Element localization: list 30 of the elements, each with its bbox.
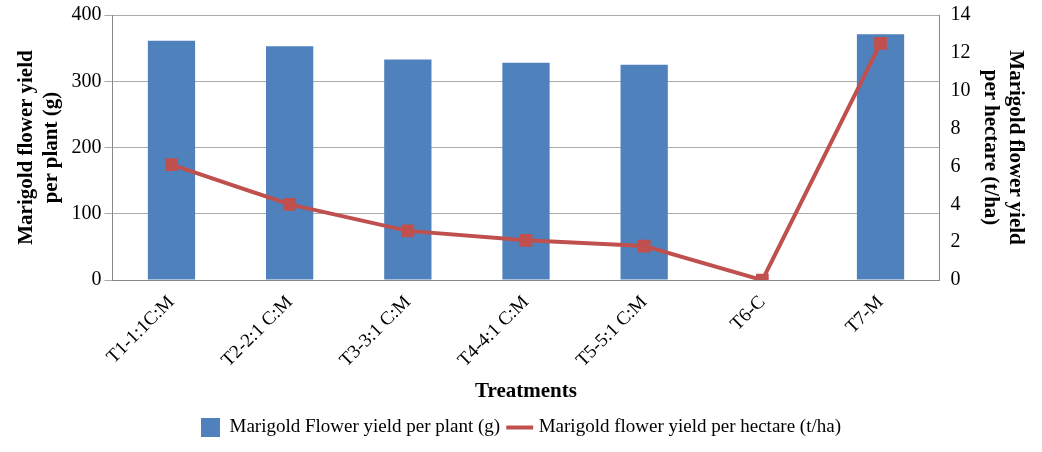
y2-tick-label: 14 — [950, 2, 971, 25]
bar — [384, 59, 432, 280]
y2-tick-label: 10 — [950, 78, 971, 100]
x-axis-title: Treatments — [475, 377, 577, 402]
point — [283, 198, 297, 211]
point — [519, 233, 533, 247]
y-tick-label: 300 — [71, 68, 102, 91]
y2-tick-label: 0 — [950, 267, 961, 290]
bar — [147, 40, 196, 280]
bar — [620, 64, 668, 280]
point — [637, 239, 651, 253]
legend-label: Marigold Flower yield per plant (g) — [229, 415, 501, 438]
y-tick-label: 200 — [71, 134, 102, 157]
y-tick-label: 400 — [71, 2, 102, 25]
y-tick-label: 100 — [71, 201, 102, 224]
bar — [502, 62, 550, 280]
y2-tick-label: 2 — [950, 229, 961, 252]
y2-axis-title: Marigold flower yield per hectare (t/ha) — [979, 50, 1029, 246]
y-tick-label: 0 — [91, 267, 102, 290]
legend-label: Marigold flower yield per hectare (t/ha) — [538, 415, 841, 438]
y2-tick-label: 4 — [950, 191, 961, 214]
y2-tick-label: 6 — [950, 153, 961, 176]
bar — [856, 34, 905, 280]
point — [874, 37, 887, 50]
y-axis-title: Marigold flower yield per plant (g) — [13, 50, 63, 245]
point — [401, 224, 415, 238]
bar — [266, 46, 314, 280]
point — [165, 158, 178, 171]
y2-tick-label: 12 — [950, 40, 971, 63]
y2-tick-label: 8 — [950, 115, 961, 138]
